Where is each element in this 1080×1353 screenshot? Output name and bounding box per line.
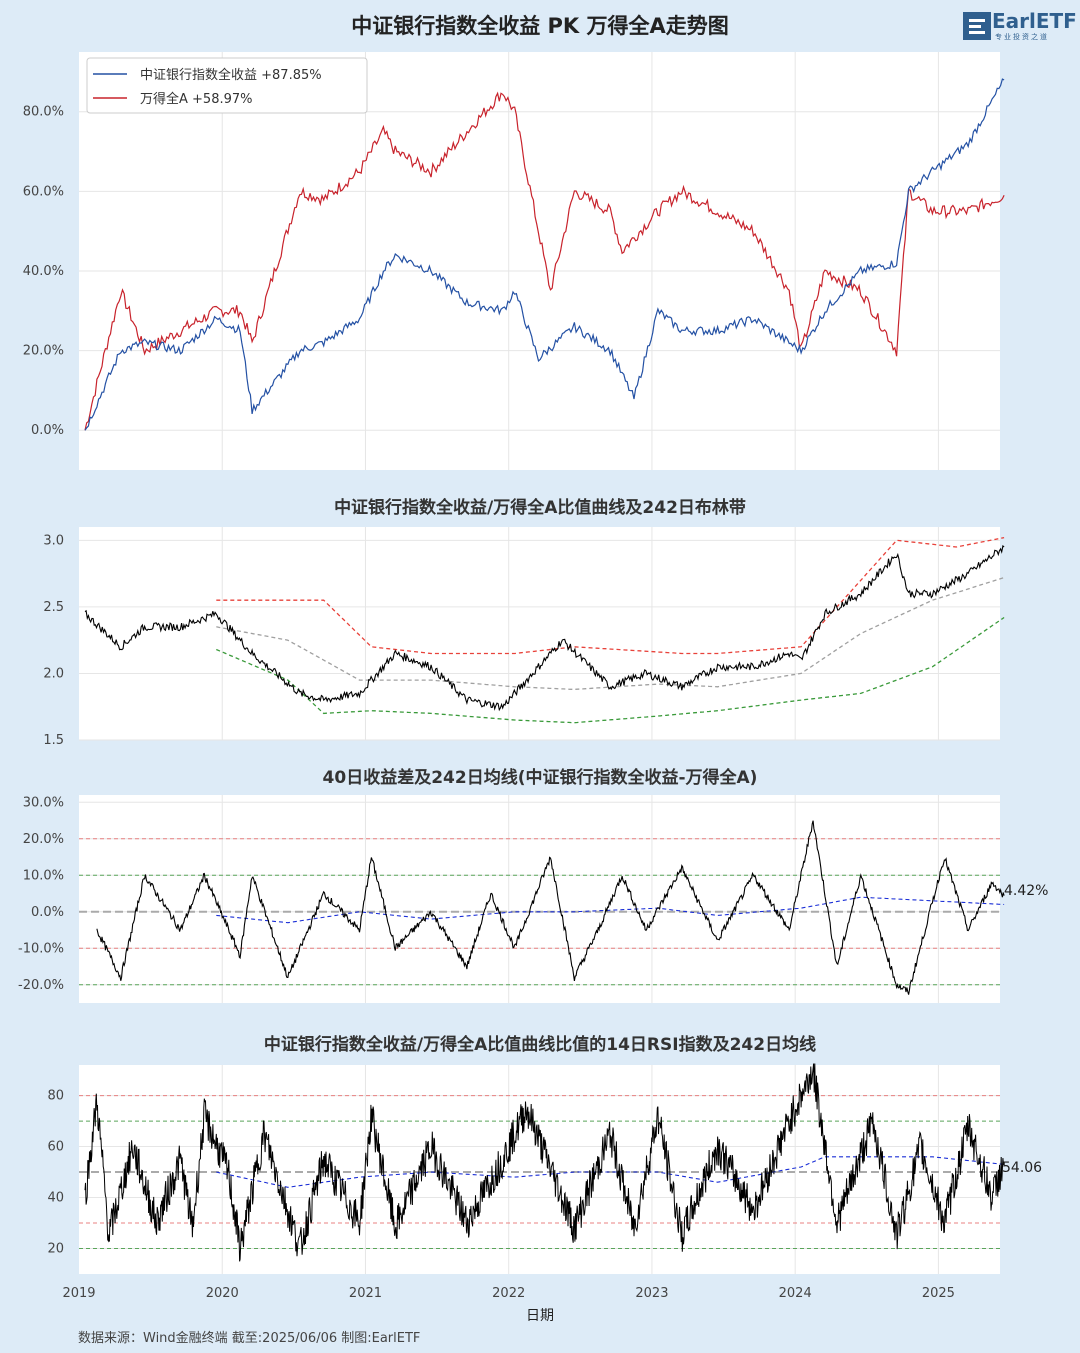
panel3-ytick-label: 0.0% [31,905,64,920]
chart-main-title: 中证银行指数全收益 PK 万得全A走势图 [351,14,729,38]
panel4-title: 中证银行指数全收益/万得全A比值曲线比值的14日RSI指数及242日均线 [263,1035,817,1055]
spread-line [96,820,1005,995]
panel1-ytick-label: 0.0% [31,423,64,438]
legend-wind-label: 万得全A +58.97% [140,91,253,107]
panel3-ytick-label: -10.0% [18,941,64,956]
panel4-background [79,1065,1000,1274]
x-tick-label: 2020 [206,1286,239,1301]
x-tick-label: 2023 [635,1286,668,1301]
x-axis-label: 日期 [526,1308,554,1324]
bank-index-line [84,78,1005,431]
bollinger-upper-line [216,536,1005,655]
panel2-ytick-label: 2.0 [43,666,64,681]
panel2-ytick-label: 1.5 [43,733,64,748]
panel1-ytick-label: 40.0% [23,264,64,279]
x-tick-label: 2019 [62,1286,95,1301]
panel1-ytick-label: 80.0% [23,105,64,120]
panel3-background [79,795,1000,1003]
rsi-ma-line [216,1156,1005,1188]
panel3-ytick-label: 20.0% [23,832,64,847]
x-tick-label: 2022 [492,1286,525,1301]
panel3-ytick-label: 30.0% [23,795,64,810]
panel1-ytick-label: 20.0% [23,344,64,359]
panel1-background [79,52,1000,470]
x-tick-label: 2021 [349,1286,382,1301]
legend-bank-label: 中证银行指数全收益 +87.85% [140,67,322,83]
panel4-last-value: 54.06 [1002,1160,1042,1176]
panel2-background [79,527,1000,740]
data-source-footer: 数据来源：Wind金融终端 截至:2025/06/06 制图:EarlETF [78,1331,421,1346]
panel4-ytick-label: 60 [47,1140,64,1155]
panel2-ytick-label: 3.0 [43,533,64,548]
panel2-title: 中证银行指数全收益/万得全A比值曲线及242日布林带 [334,498,746,518]
earletf-logo: EarlETF 专业投资之道 [962,9,1077,44]
ratio-line [84,544,1005,712]
panel3-ytick-label: -20.0% [18,978,64,993]
bollinger-lower-line [216,616,1005,724]
logo-icon [963,12,991,40]
panel3-title: 40日收益差及242日均线(中证银行指数全收益-万得全A) [322,768,758,788]
logo-subtitle: 专业投资之道 [995,33,1049,41]
panel4-ytick-label: 80 [47,1089,64,1104]
spread-ma-line [216,896,1005,924]
legend-box [86,57,368,114]
logo-text: EarlETF [992,9,1077,33]
panel4-ytick-label: 40 [47,1191,64,1206]
panel1-ytick-label: 60.0% [23,184,64,199]
panel3-ytick-label: 10.0% [23,868,64,883]
x-tick-label: 2024 [779,1286,812,1301]
panel4-ytick-label: 20 [47,1242,64,1257]
panel3-last-value: 4.42% [1004,883,1048,899]
x-tick-label: 2025 [922,1286,955,1301]
panel2-ytick-label: 2.5 [43,600,64,615]
rsi-line [84,1063,1005,1262]
